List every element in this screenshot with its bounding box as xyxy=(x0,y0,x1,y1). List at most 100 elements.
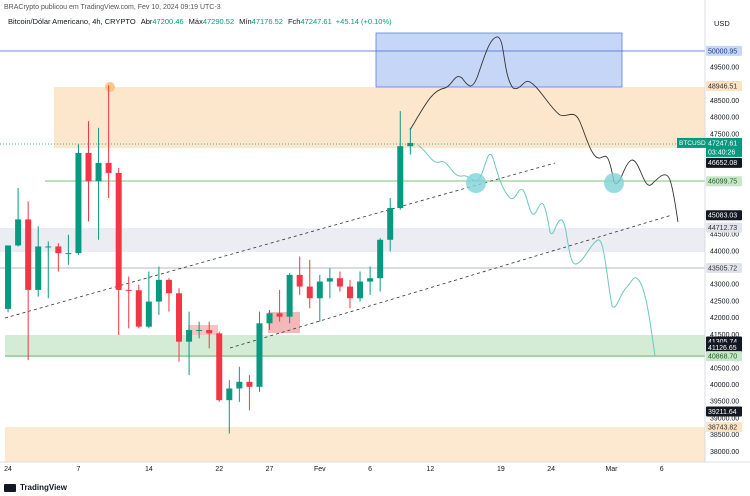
x-tick-label: 7 xyxy=(76,466,80,473)
candle-body xyxy=(377,239,384,279)
x-tick-label: 24 xyxy=(547,466,555,473)
change: +45.14 (+0.10%) xyxy=(336,17,392,26)
support-zone xyxy=(5,335,705,357)
y-tick-label: 38000.00 xyxy=(710,449,739,456)
last-price-box xyxy=(706,137,742,157)
y-tick-label: 40500.00 xyxy=(710,365,739,372)
axes: 38000.00 38500.00 39000.00 39500.00 40000.00… xyxy=(4,45,742,473)
price-label: 38743.82 xyxy=(708,424,737,431)
x-tick-label: 6 xyxy=(660,466,664,473)
price-label-box xyxy=(706,81,742,92)
brand-logo xyxy=(4,484,16,492)
price-label: 40868.70 xyxy=(708,353,737,360)
y-tick-label: 38500.00 xyxy=(710,432,739,439)
ohlc-name: Fch xyxy=(288,17,301,26)
small-zone xyxy=(268,312,300,333)
candle-body xyxy=(95,162,102,182)
candle-body xyxy=(25,219,32,290)
symbol: Bitcoin/Dólar Americano, 4h, CRYPTO xyxy=(8,17,136,26)
price-label-box xyxy=(706,176,742,187)
y-tick-label: 48000.00 xyxy=(710,115,739,122)
candle-body xyxy=(85,152,92,182)
candle-body xyxy=(145,301,152,327)
y-tick-label: 41500.00 xyxy=(710,332,739,339)
candle-body xyxy=(125,289,132,291)
x-tick-label: 6 xyxy=(368,466,372,473)
y-tick-label: 42000.00 xyxy=(710,315,739,322)
last-price-tag xyxy=(677,137,706,148)
candle-body xyxy=(165,279,172,294)
ohlc-value: 47290.52 xyxy=(203,17,234,26)
price-label: 43505.72 xyxy=(708,265,737,272)
x-tick-label: Fev xyxy=(314,466,326,473)
x-tick-label: 24 xyxy=(4,466,12,473)
price-label-box xyxy=(706,262,742,273)
last-price-label: 47247.61 xyxy=(708,140,737,147)
price-label: 50000.95 xyxy=(708,48,737,55)
candle-body xyxy=(246,381,253,387)
y-tick-label: 39500.00 xyxy=(710,399,739,406)
candle-body xyxy=(45,246,52,248)
ohlc-value: 47247.61 xyxy=(300,17,331,26)
candle-body xyxy=(286,274,293,317)
candle-body xyxy=(55,246,62,254)
marker-circle xyxy=(105,82,115,92)
plot xyxy=(5,85,414,434)
y-tick-label: 49500.00 xyxy=(710,65,739,72)
candle-body xyxy=(216,333,223,401)
candle-body xyxy=(276,313,283,317)
price-label: 41126.65 xyxy=(708,345,737,352)
price-label-box xyxy=(706,406,742,417)
candle-body xyxy=(256,323,263,387)
marker-circle xyxy=(604,173,624,193)
candle-body xyxy=(196,330,203,331)
candle-body xyxy=(367,278,374,282)
ohlc-name: Abr xyxy=(141,17,153,26)
x-tick-label: 14 xyxy=(145,466,153,473)
drawings xyxy=(0,32,705,462)
candle-body xyxy=(407,142,414,147)
x-tick-label: 22 xyxy=(215,466,223,473)
price-label-box xyxy=(706,351,742,362)
y-tick-label: 43000.00 xyxy=(710,282,739,289)
y-tick-label: 42500.00 xyxy=(710,298,739,305)
candle-body xyxy=(326,278,333,282)
y-tick-label: 39000.00 xyxy=(710,415,739,422)
publisher: BRACrypto publicou em TradingView.com, F… xyxy=(4,4,221,11)
marker-circle xyxy=(466,173,486,193)
candle-body xyxy=(135,290,142,327)
candle-body xyxy=(206,330,213,334)
ohlc-value: 47200.46 xyxy=(152,17,183,26)
last-price-symbol: BTCUSD xyxy=(679,140,706,147)
target-zone xyxy=(375,32,623,88)
candle-body xyxy=(357,281,364,299)
candle-body xyxy=(346,286,353,299)
ohlc-name: Máx xyxy=(189,17,203,26)
channel-line xyxy=(4,162,556,319)
price-label: 45083.03 xyxy=(708,213,737,220)
channel-line xyxy=(229,214,673,349)
candle-body xyxy=(105,162,112,173)
y-tick-label: 48500.00 xyxy=(710,98,739,105)
candle-body xyxy=(186,330,193,342)
x-tick-label: 27 xyxy=(266,466,274,473)
candle-body xyxy=(155,279,162,302)
candle-body xyxy=(296,274,303,287)
price-label: 41305.74 xyxy=(708,339,737,346)
candle-body xyxy=(236,381,243,389)
price-label: 44712.73 xyxy=(708,225,737,232)
small-zone xyxy=(188,325,218,335)
price-label-box xyxy=(706,210,742,221)
x-tick-label: 19 xyxy=(497,466,505,473)
candle-body xyxy=(226,388,233,401)
price-label: 46652.08 xyxy=(708,160,737,167)
y-tick-label: 44500.00 xyxy=(710,232,739,239)
candle-body xyxy=(336,278,343,287)
price-label-box xyxy=(706,157,742,168)
candle-body xyxy=(115,172,122,290)
y-tick-label: 47500.00 xyxy=(710,131,739,138)
candle-body xyxy=(65,253,72,255)
brand: TradingView xyxy=(20,483,68,492)
currency: USD xyxy=(714,19,730,28)
